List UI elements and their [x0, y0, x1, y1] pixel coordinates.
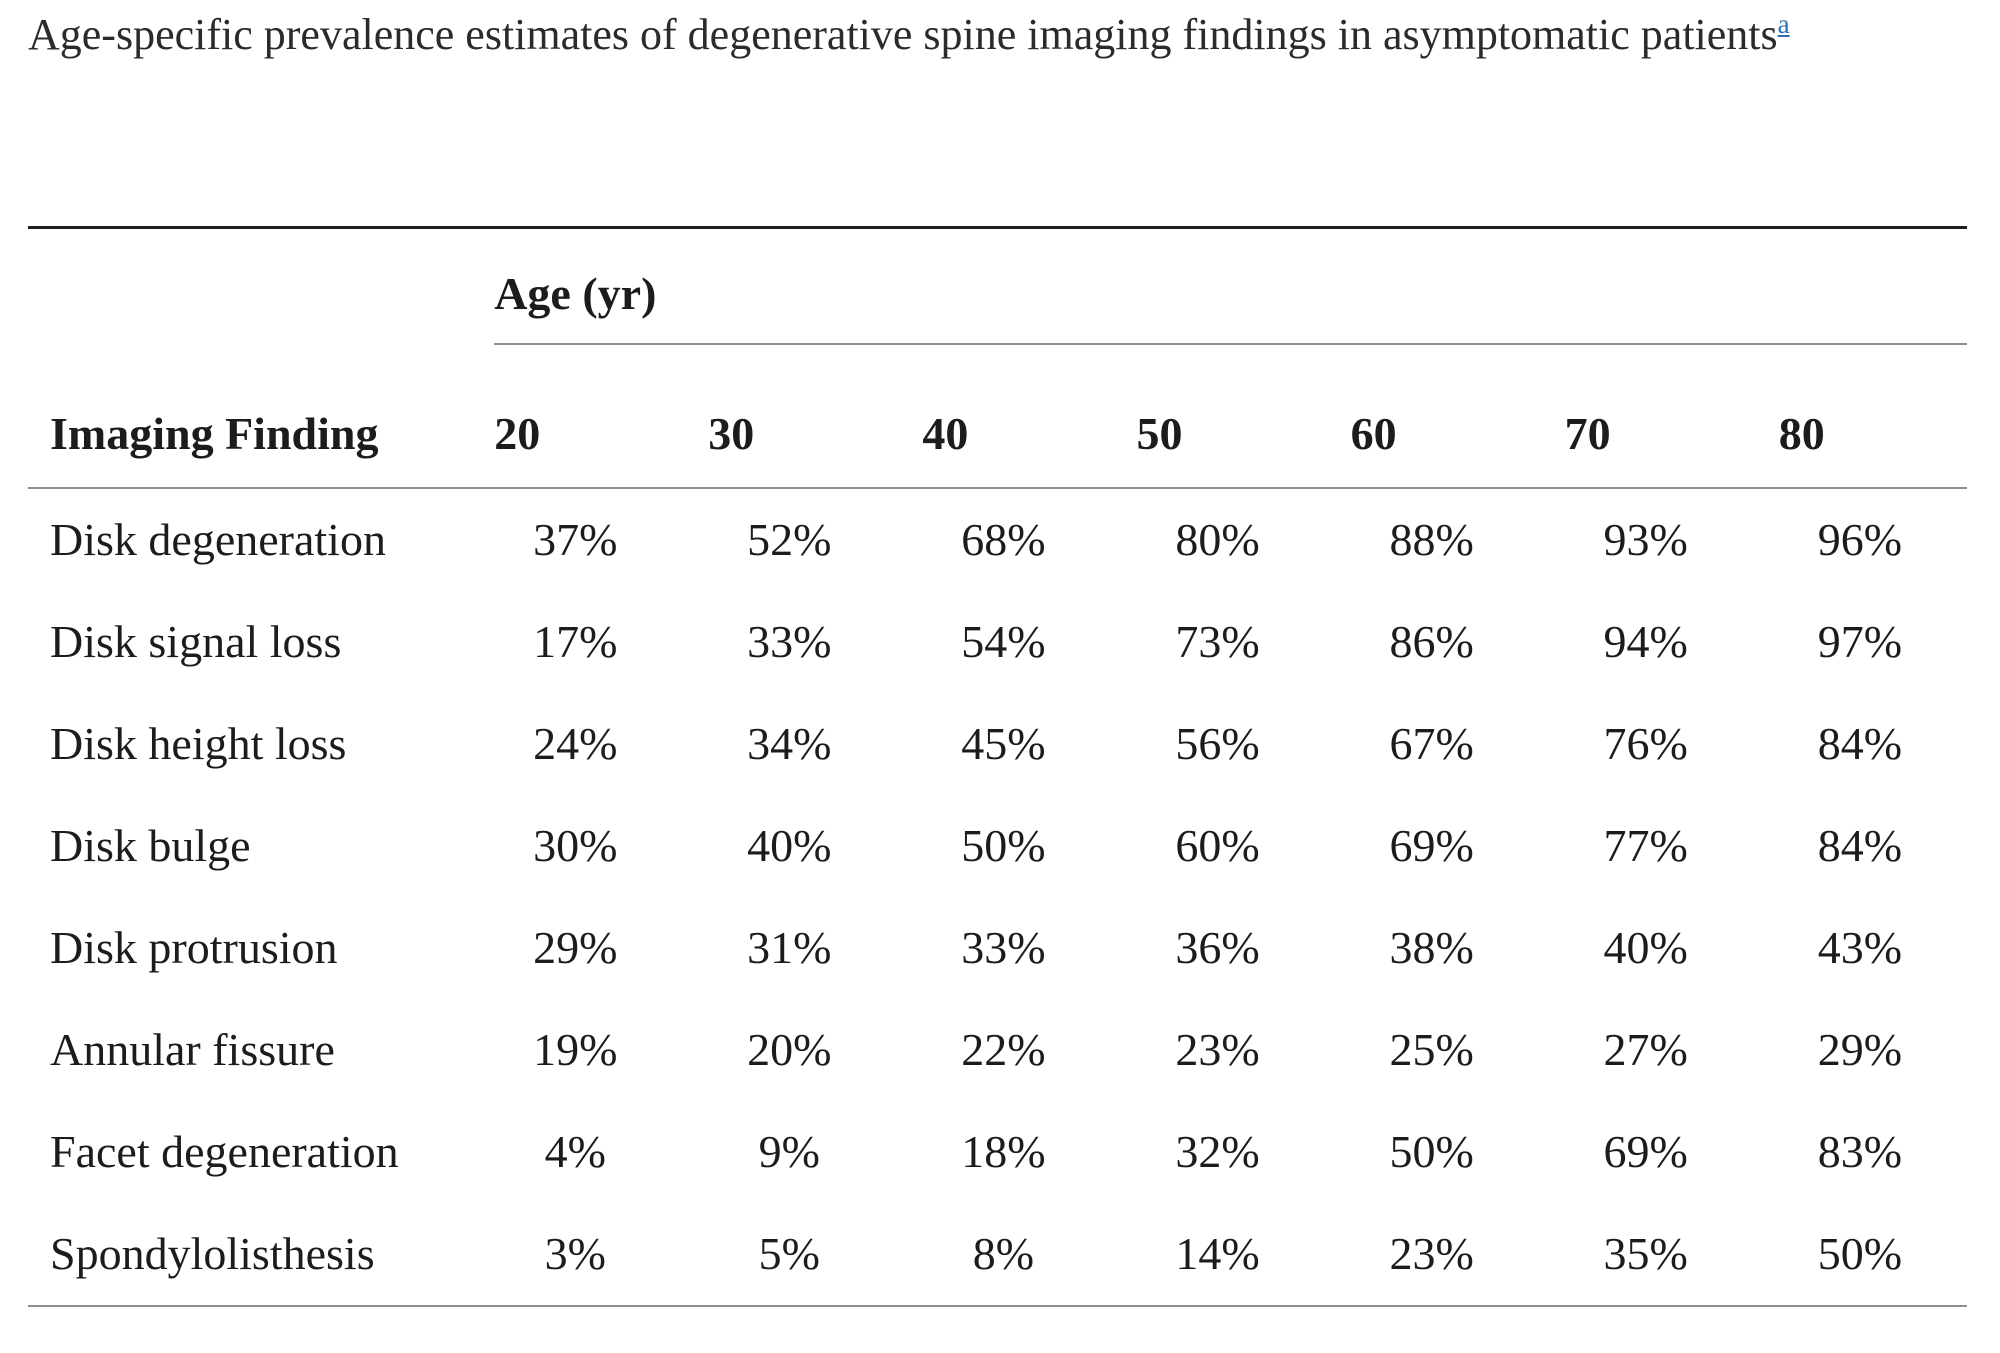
prevalence-cell: 8% [896, 1203, 1111, 1308]
prevalence-cell: 40% [1603, 922, 1688, 974]
table-row: Disk height loss 24% 34% 45% 56% 67% 76% 84% [28, 693, 1967, 795]
prevalence-table: Age (yr) Imaging Finding 20 30 40 50 60 70 80 … [28, 226, 1967, 1308]
prevalence-cell: 3% [468, 1203, 683, 1308]
prevalence-cell: 43% [1817, 922, 1903, 974]
age-column-header: 60 [1324, 345, 1539, 490]
prevalence-cell: 83% [1817, 1126, 1903, 1178]
prevalence-cell: 31% [747, 922, 832, 974]
finding-label: Facet degeneration [50, 1126, 399, 1178]
age-group-row: Age (yr) [28, 228, 1967, 346]
prevalence-cell: 54% [961, 616, 1046, 668]
age-column-header: 70 [1538, 345, 1753, 490]
prevalence-cell: 29% [533, 922, 618, 974]
table-row: Disk signal loss 17% 33% 54% 73% 86% 94% 97% [28, 591, 1967, 693]
prevalence-cell: 73% [1175, 616, 1260, 668]
prevalence-cell: 29% [1817, 1024, 1903, 1076]
prevalence-cell: 69% [1603, 1126, 1688, 1178]
table-caption: Age-specific prevalence estimates of deg… [28, 6, 1972, 63]
finding-label: Annular fissure [50, 1024, 335, 1076]
table-head: Age (yr) Imaging Finding 20 30 40 50 60 70 80 [28, 228, 1967, 490]
prevalence-cell: 23% [1175, 1024, 1260, 1076]
prevalence-cell: 97% [1817, 616, 1903, 668]
prevalence-cell: 84% [1817, 718, 1903, 770]
prevalence-cell: 36% [1175, 922, 1260, 974]
prevalence-cell: 88% [1389, 514, 1474, 566]
finding-label: Disk height loss [50, 718, 347, 770]
prevalence-cell: 60% [1175, 820, 1260, 872]
prevalence-cell: 20% [747, 1024, 832, 1076]
finding-label: Disk protrusion [50, 922, 338, 974]
prevalence-cell: 14% [1110, 1203, 1325, 1308]
table-row: Disk bulge 30% 40% 50% 60% 69% 77% 84% [28, 795, 1967, 897]
finding-label: Disk signal loss [50, 616, 342, 668]
prevalence-cell: 38% [1389, 922, 1474, 974]
imaging-finding-header: Imaging Finding [28, 345, 469, 490]
prevalence-cell: 84% [1817, 820, 1903, 872]
prevalence-cell: 35% [1538, 1203, 1753, 1308]
prevalence-cell: 68% [961, 514, 1046, 566]
prevalence-cell: 18% [961, 1126, 1046, 1178]
prevalence-cell: 93% [1603, 514, 1688, 566]
prevalence-cell: 96% [1817, 514, 1903, 566]
finding-label: Spondylolisthesis [28, 1203, 469, 1308]
prevalence-cell: 4% [544, 1126, 606, 1178]
prevalence-cell: 80% [1175, 514, 1260, 566]
table-row: Disk degeneration 37% 52% 68% 80% 88% 93% 96% [28, 488, 1967, 591]
prevalence-cell: 50% [1389, 1126, 1474, 1178]
prevalence-cell: 23% [1324, 1203, 1539, 1308]
table-row: Facet degeneration 4% 9% 18% 32% 50% 69% 83% [28, 1101, 1967, 1203]
table-row: Disk protrusion 29% 31% 33% 36% 38% 40% 43% [28, 897, 1967, 999]
prevalence-cell: 22% [961, 1024, 1046, 1076]
age-column-header: 50 [1110, 345, 1325, 490]
prevalence-cell: 56% [1175, 718, 1260, 770]
prevalence-cell: 77% [1603, 820, 1688, 872]
prevalence-cell: 37% [533, 514, 618, 566]
prevalence-cell: 27% [1603, 1024, 1688, 1076]
prevalence-cell: 9% [758, 1126, 820, 1178]
prevalence-cell: 33% [747, 616, 832, 668]
prevalence-cell: 5% [682, 1203, 897, 1308]
prevalence-cell: 50% [1752, 1203, 1967, 1308]
age-column-header: 40 [896, 345, 1111, 490]
prevalence-cell: 52% [747, 514, 832, 566]
corner-cell [28, 228, 468, 346]
prevalence-cell: 25% [1389, 1024, 1474, 1076]
prevalence-cell: 67% [1389, 718, 1474, 770]
prevalence-cell: 94% [1603, 616, 1688, 668]
table-body: Disk degeneration 37% 52% 68% 80% 88% 93% 96% Di… [28, 488, 1967, 1308]
finding-label: Disk bulge [50, 820, 251, 872]
age-column-header: 80 [1752, 345, 1967, 490]
prevalence-cell: 69% [1389, 820, 1474, 872]
prevalence-cell: 17% [533, 616, 618, 668]
prevalence-cell: 76% [1603, 718, 1688, 770]
age-group-header-label: Age (yr) [494, 271, 1967, 346]
prevalence-cell: 19% [533, 1024, 618, 1076]
finding-label: Disk degeneration [50, 514, 386, 566]
prevalence-cell: 30% [533, 820, 618, 872]
age-column-header: 20 [468, 345, 683, 490]
prevalence-cell: 86% [1389, 616, 1474, 668]
prevalence-cell: 24% [533, 718, 618, 770]
prevalence-cell: 45% [961, 718, 1046, 770]
column-header-row: Imaging Finding 20 30 40 50 60 70 80 [28, 345, 1967, 490]
caption-text: Age-specific prevalence estimates of deg… [28, 10, 1778, 59]
table-row: Annular fissure 19% 20% 22% 23% 25% 27% 29% [28, 999, 1967, 1101]
table-row: Spondylolisthesis 3% 5% 8% 14% 23% 35% 50% [28, 1203, 1967, 1308]
prevalence-cell: 50% [961, 820, 1046, 872]
prevalence-cell: 40% [747, 820, 832, 872]
prevalence-cell: 33% [961, 922, 1046, 974]
footnote-link-a[interactable]: a [1777, 9, 1790, 39]
prevalence-cell: 32% [1175, 1126, 1260, 1178]
prevalence-cell: 34% [747, 718, 832, 770]
age-column-header: 30 [682, 345, 897, 490]
age-group-header: Age (yr) [468, 228, 1967, 346]
